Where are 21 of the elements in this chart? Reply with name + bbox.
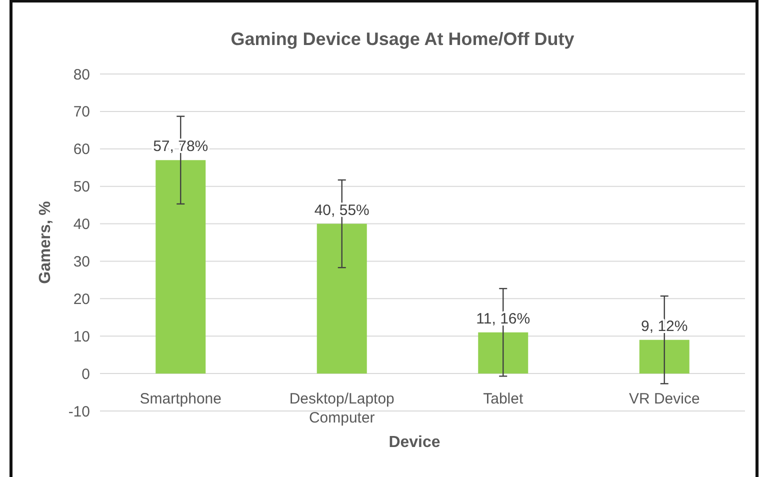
bar xyxy=(156,160,206,374)
chart-title: Gaming Device Usage At Home/Off Duty xyxy=(230,29,574,49)
y-tick-label: 0 xyxy=(82,366,90,383)
y-axis-title: Gamers, % xyxy=(37,201,54,284)
x-axis-title: Device xyxy=(388,434,440,451)
y-tick-label: 30 xyxy=(73,253,90,270)
y-tick-label: 10 xyxy=(73,328,90,346)
y-tick-label: 50 xyxy=(73,178,90,196)
y-tick-label: -10 xyxy=(68,403,90,420)
x-tick-label: Smartphone xyxy=(140,390,222,408)
y-tick-label: 80 xyxy=(73,66,90,84)
bar xyxy=(639,340,690,374)
x-tick-label: Desktop/Laptop Computer xyxy=(289,390,394,427)
x-tick-label: VR Device xyxy=(628,390,700,408)
y-tick-label: 60 xyxy=(73,141,90,158)
y-tick-label: 40 xyxy=(73,216,90,234)
y-tick-label: 70 xyxy=(73,104,90,121)
bar xyxy=(478,332,528,374)
x-tick-label: Tablet xyxy=(483,390,524,408)
bar xyxy=(316,224,367,374)
y-tick-label: 20 xyxy=(73,290,90,308)
